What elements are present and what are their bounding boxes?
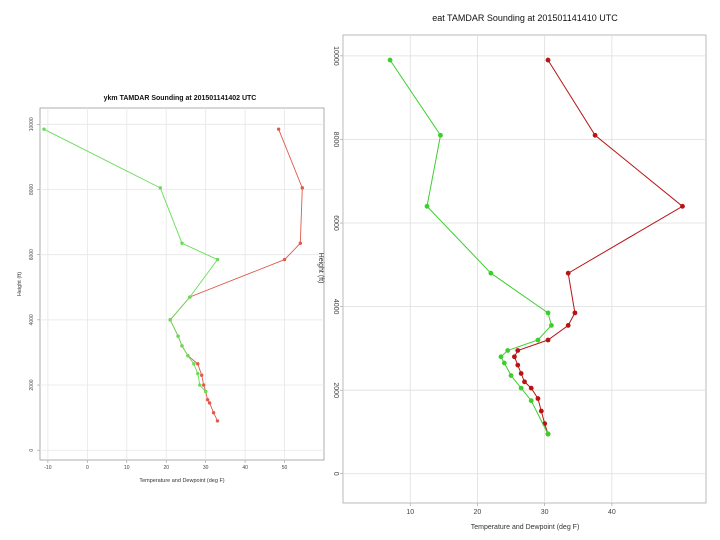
series-point [535, 337, 541, 343]
series-point [207, 401, 212, 405]
series-point [205, 398, 210, 402]
y-tick-label: 4000 [29, 314, 35, 325]
series-point [512, 354, 517, 360]
series-point [508, 373, 514, 378]
series-point [196, 371, 200, 376]
series-point [515, 348, 521, 353]
series-point [505, 348, 511, 353]
y-tick-label: 10000 [29, 117, 35, 131]
x-tick-label: 40 [242, 465, 248, 471]
x-tick-label: 10 [124, 465, 130, 471]
series-point [180, 241, 184, 245]
series-point [488, 270, 494, 276]
series-point [424, 203, 430, 209]
series-point [180, 344, 184, 348]
series-point [168, 318, 172, 322]
y-tick-group: 0 2000 4000 6000 8000 10000 [29, 117, 40, 452]
series-point [545, 310, 551, 316]
series-point [158, 186, 163, 190]
series-group [42, 127, 305, 423]
series-point [438, 132, 443, 138]
series-line-0 [513, 59, 684, 435]
series-line-1 [43, 128, 219, 392]
series-point [298, 241, 303, 245]
y-tick-label: 8000 [29, 184, 35, 195]
y-axis-label: Height (ft) [17, 272, 23, 296]
plot-frame [342, 34, 707, 504]
y-tick-label: 4000 [332, 299, 339, 315]
series-point [211, 411, 216, 415]
series-point [188, 295, 192, 299]
y-axis-label: Height (ft) [317, 253, 324, 284]
series-point [498, 354, 504, 360]
series-point [572, 310, 578, 316]
series-point [176, 334, 180, 338]
series-point [535, 396, 541, 401]
series-point [203, 389, 208, 394]
chart-ykm: ykm TAMDAR Sounding at 201501141402 UTC … [17, 95, 325, 484]
series-point [192, 362, 196, 366]
y-tick-label: 6000 [332, 215, 339, 231]
x-tick-label: 30 [203, 465, 209, 471]
y-tick-label: 6000 [29, 249, 35, 260]
series-point [592, 132, 598, 138]
y-tick-group: 0 2000 4000 6000 8000 10000 [332, 46, 343, 476]
y-tick-label: 8000 [332, 132, 339, 148]
plot-frame [39, 107, 325, 461]
series-point [198, 383, 202, 387]
x-tick-label: 20 [474, 509, 482, 516]
series-point [528, 398, 534, 404]
series-point [545, 431, 551, 437]
series-point [680, 203, 685, 209]
grid [40, 108, 324, 460]
series-point [538, 408, 544, 414]
x-tick-label: -10 [44, 465, 51, 471]
series-line-1 [389, 59, 552, 435]
y-tick-label: 2000 [332, 382, 339, 398]
series-point [42, 127, 46, 131]
x-tick-group: -10 0 10 20 30 40 50 [44, 460, 288, 471]
x-tick-label: 30 [541, 509, 549, 516]
y-tick-label: 0 [332, 472, 339, 476]
series-point [548, 323, 554, 328]
series-point [276, 127, 281, 131]
series-point [518, 385, 524, 391]
series-point [215, 257, 220, 262]
x-tick-label: 10 [406, 509, 414, 516]
grid [343, 35, 706, 503]
x-axis-label: Temperature and Dewpoint (deg F) [471, 524, 580, 531]
series-point [200, 373, 204, 377]
x-tick-label: 20 [163, 465, 169, 471]
series-group [387, 57, 685, 437]
chart-eat: eat TAMDAR Sounding at 201501141410 UTC … [317, 13, 707, 531]
y-tick-label: 0 [29, 449, 35, 452]
series-point [545, 337, 551, 343]
series-point [522, 379, 527, 385]
series-point [201, 383, 206, 387]
x-axis-label: Temperature and Dewpoint (deg F) [139, 478, 224, 484]
chart-title: ykm TAMDAR Sounding at 201501141402 UTC [104, 95, 257, 102]
x-tick-label: 50 [282, 465, 288, 471]
y-tick-label: 10000 [332, 46, 339, 66]
x-tick-label: 40 [608, 509, 616, 516]
series-point [545, 57, 551, 63]
x-tick-label: 0 [86, 465, 89, 471]
series-point [186, 354, 190, 358]
series-point [565, 270, 571, 276]
series-point [528, 385, 534, 391]
x-tick-group: 10 20 30 40 [406, 503, 616, 516]
y-tick-label: 2000 [29, 379, 35, 390]
series-line-0 [169, 129, 303, 422]
series-point [518, 371, 524, 376]
chart-title: eat TAMDAR Sounding at 201501141410 UTC [432, 13, 618, 23]
series-point [282, 257, 287, 262]
series-point [387, 57, 393, 63]
series-point [196, 362, 200, 366]
series-point [300, 186, 305, 190]
series-point [515, 362, 521, 368]
series-point [565, 323, 571, 328]
series-point [215, 419, 220, 423]
series-point [501, 360, 507, 366]
